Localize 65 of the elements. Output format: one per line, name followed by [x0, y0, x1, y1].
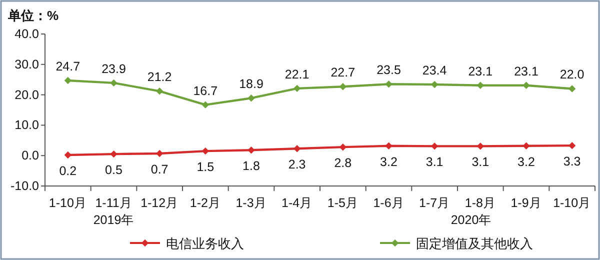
point	[568, 85, 576, 92]
y-tick-label: 20.0	[14, 88, 40, 102]
x-tick-label: 1-5月	[327, 196, 358, 210]
x-tick-label: 1-6月	[373, 196, 404, 210]
legend-label: 电信业务收入	[166, 236, 244, 251]
legend-label: 固定增值及其他收入	[416, 236, 533, 251]
data-label: 2.8	[334, 156, 352, 170]
y-tick-label: -10.0	[10, 179, 40, 193]
point	[156, 88, 164, 95]
data-label: 0.2	[59, 164, 77, 178]
data-label: 3.1	[472, 155, 490, 170]
point	[110, 150, 118, 158]
point	[248, 94, 255, 102]
data-label: 1.8	[242, 159, 260, 174]
y-tick-label: 40.0	[14, 27, 40, 41]
x-tick-label: 1-12月	[140, 196, 179, 210]
data-label: 24.7	[56, 60, 80, 74]
x-tick-label: 1-9月	[510, 196, 542, 210]
point	[293, 145, 301, 152]
data-label: 0.5	[105, 163, 122, 178]
data-label: 3.3	[563, 154, 581, 169]
data-label: 22.7	[330, 66, 356, 80]
point	[293, 84, 301, 92]
data-label: 18.9	[239, 77, 264, 92]
data-label: 21.2	[147, 70, 172, 84]
point	[248, 146, 255, 154]
y-tick-label: 0.0	[22, 148, 40, 163]
text: 2020年	[450, 213, 492, 227]
point	[476, 142, 484, 150]
data-label: 22.1	[284, 67, 310, 82]
data-label: 3.2	[380, 154, 398, 169]
x-tick-label: 1-11月	[95, 196, 132, 210]
data-label: 1.5	[196, 160, 214, 174]
y-tick-label: 30.0	[14, 57, 40, 72]
point	[202, 101, 210, 108]
point	[522, 82, 530, 89]
text: 2019年	[93, 213, 134, 227]
data-label: 22.0	[560, 68, 584, 82]
data-label: 16.7	[193, 84, 218, 98]
point	[339, 82, 347, 90]
point	[385, 80, 392, 88]
point	[339, 143, 347, 151]
y-tick-label: 10.0	[14, 118, 40, 132]
point	[430, 142, 438, 150]
data-label: 0.7	[150, 162, 168, 176]
data-label: 23.1	[468, 64, 493, 78]
data-label: 23.5	[376, 63, 401, 78]
data-label: 23.4	[422, 63, 447, 78]
x-tick-label: 1-10月	[48, 196, 87, 210]
data-label: 2.3	[288, 158, 306, 172]
data-label: 3.2	[518, 154, 535, 169]
point	[110, 79, 118, 87]
x-tick-label: 1-7月	[419, 196, 450, 210]
data-label: 23.9	[102, 62, 126, 76]
point	[385, 142, 392, 150]
x-tick-label: 1-4月	[282, 196, 313, 210]
x-tick-label: 1-3月	[236, 196, 267, 210]
point	[476, 82, 484, 89]
x-tick-label: 1-8月	[464, 196, 496, 210]
y-axis-title: 单位：%	[7, 8, 59, 23]
data-label: 3.1	[426, 155, 444, 170]
x-tick-label: 1-10月	[553, 196, 592, 210]
x-tick-label: 1-2月	[190, 196, 221, 210]
data-label: 23.1	[514, 64, 538, 78]
point	[522, 142, 530, 150]
